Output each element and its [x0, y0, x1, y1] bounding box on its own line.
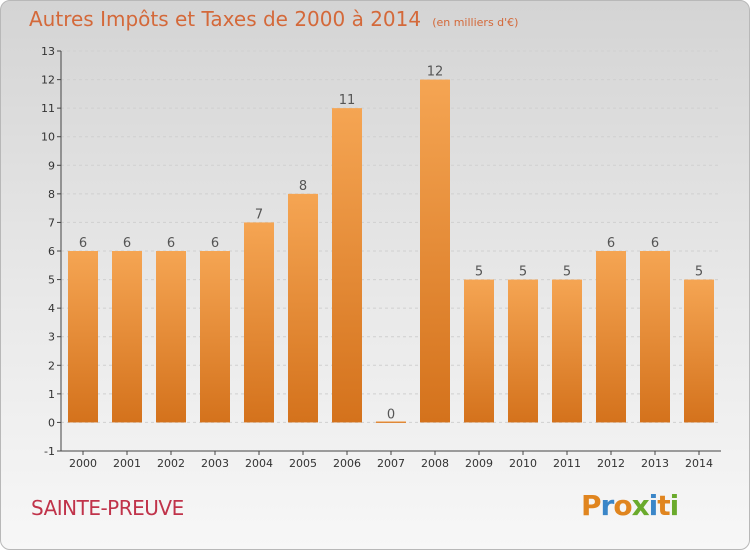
data-label-2010: 5	[519, 265, 527, 280]
data-label-2004: 7	[255, 207, 263, 222]
bar-2009	[464, 279, 494, 423]
bar-2001	[112, 251, 142, 423]
proxiti-logo[interactable]: Proxiti	[581, 489, 680, 522]
x-tick-label-2004: 2004	[245, 457, 273, 470]
y-tick-label: 13	[41, 45, 55, 58]
x-tick-label-2000: 2000	[69, 457, 97, 470]
y-tick-label: 12	[41, 74, 55, 87]
commune-name: SAINTE-PREUVE	[31, 496, 184, 520]
data-label-2001: 6	[123, 236, 131, 251]
bar-2010	[508, 279, 538, 423]
data-label-2009: 5	[475, 265, 483, 280]
logo-letter: o	[613, 489, 632, 522]
data-label-2003: 6	[211, 236, 219, 251]
bar-2002	[156, 251, 186, 423]
logo-letter: P	[581, 489, 602, 522]
x-tick-label-2005: 2005	[289, 457, 317, 470]
y-tick-label: 4	[48, 302, 55, 315]
chart-subtitle: (en milliers d'€)	[432, 16, 519, 29]
data-label-2005: 8	[299, 179, 307, 194]
bar-2007	[376, 421, 406, 423]
y-tick-label: -1	[44, 445, 55, 458]
x-tick-label-2007: 2007	[377, 457, 405, 470]
x-tick-label-2006: 2006	[333, 457, 361, 470]
data-label-2008: 12	[427, 65, 444, 80]
bar-2004	[244, 222, 274, 423]
y-tick-label: 0	[48, 416, 55, 429]
y-tick-label: 5	[48, 274, 55, 287]
bar-2003	[200, 251, 230, 423]
y-tick-label: 6	[48, 245, 55, 258]
x-tick-label-2013: 2013	[641, 457, 669, 470]
y-tick-label: 9	[48, 159, 55, 172]
logo-letter: t	[657, 489, 670, 522]
y-tick-label: 3	[48, 331, 55, 344]
y-tick-label: 10	[41, 131, 55, 144]
data-label-2013: 6	[651, 236, 659, 251]
x-tick-label-2014: 2014	[685, 457, 713, 470]
chart-title-line: Autres Impôts et Taxes de 2000 à 2014 (e…	[29, 7, 518, 31]
bar-2013	[640, 251, 670, 423]
data-label-2011: 5	[563, 265, 571, 280]
bar-2006	[332, 108, 362, 423]
bar-2011	[552, 279, 582, 423]
x-tick-label-2011: 2011	[553, 457, 581, 470]
bar-2000	[68, 251, 98, 423]
bar-2005	[288, 193, 318, 423]
logo-letter: i	[669, 489, 680, 522]
data-label-2014: 5	[695, 265, 703, 280]
x-tick-label-2002: 2002	[157, 457, 185, 470]
x-tick-label-2008: 2008	[421, 457, 449, 470]
logo-letter: i	[648, 489, 659, 522]
bar-2012	[596, 251, 626, 423]
x-tick-label-2003: 2003	[201, 457, 229, 470]
bar-2014	[684, 279, 714, 423]
x-tick-label-2001: 2001	[113, 457, 141, 470]
y-tick-label: 11	[41, 102, 55, 115]
bar-2008	[420, 79, 450, 423]
logo-letter: r	[600, 489, 615, 522]
data-label-2007: 0	[387, 407, 395, 422]
data-label-2006: 11	[339, 93, 356, 108]
logo-letter: x	[631, 489, 650, 522]
data-label-2000: 6	[79, 236, 87, 251]
data-label-2002: 6	[167, 236, 175, 251]
x-tick-label-2010: 2010	[509, 457, 537, 470]
y-tick-label: 1	[48, 388, 55, 401]
x-tick-label-2012: 2012	[597, 457, 625, 470]
bars: 6 6 6 6 7 8 11 0 12 5 5 5 6 6 5	[68, 65, 714, 423]
x-tick-label-2009: 2009	[465, 457, 493, 470]
y-tick-label: 8	[48, 188, 55, 201]
data-label-2012: 6	[607, 236, 615, 251]
chart-title: Autres Impôts et Taxes de 2000 à 2014	[29, 7, 422, 31]
y-tick-label: 7	[48, 216, 55, 229]
y-tick-label: 2	[48, 359, 55, 372]
